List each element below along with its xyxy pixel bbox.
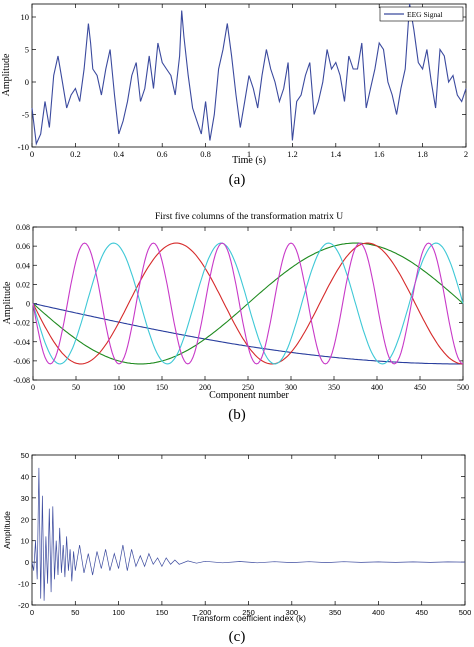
series-line-4 bbox=[32, 242, 464, 365]
x-tick-label: 500 bbox=[459, 608, 472, 617]
x-tick-label: 2 bbox=[464, 149, 468, 159]
panel-c-caption: (c) bbox=[229, 629, 246, 645]
x-tick-label: 350 bbox=[329, 608, 342, 617]
series-line-5 bbox=[32, 242, 464, 365]
panel-a-legend: EEG Signal bbox=[379, 6, 464, 22]
y-tick-label: 40 bbox=[21, 472, 29, 481]
x-tick-label: 450 bbox=[415, 608, 428, 617]
x-tick-label: 100 bbox=[112, 608, 125, 617]
panel-a-y-label: Amplitude bbox=[1, 53, 12, 96]
panel-a-series bbox=[31, 3, 467, 146]
panel-c-x-label: Transform coefficient index (k) bbox=[192, 613, 306, 623]
panel-b-caption: (b) bbox=[228, 407, 246, 423]
x-tick-label: 1.2 bbox=[287, 149, 298, 159]
x-tick-label: 200 bbox=[199, 608, 212, 617]
y-tick-label: 0.02 bbox=[16, 280, 30, 289]
y-tick-label: -10 bbox=[18, 580, 29, 589]
panel-a-eeg-signal: -10 -5 0 5 10 0 0.2 0.4 0.6 0.8 1 1.2 1.4 1.6 1.8 2 EE… bbox=[1, 3, 468, 188]
y-tick-label: 0 bbox=[26, 300, 30, 309]
y-tick-label: -20 bbox=[18, 601, 29, 610]
x-tick-label: 300 bbox=[285, 383, 297, 392]
panel-c-y-label: Amplitude bbox=[2, 511, 12, 549]
panel-c-series bbox=[31, 467, 466, 601]
y-tick-label: -0.04 bbox=[13, 338, 30, 347]
panel-c-y-ticks: -20 -10 0 10 20 30 40 50 bbox=[18, 451, 465, 610]
x-tick-label: 500 bbox=[457, 383, 469, 392]
panel-c-plot-frame bbox=[31, 454, 466, 606]
y-tick-label: 30 bbox=[21, 494, 29, 503]
y-tick-label: 0 bbox=[25, 558, 29, 567]
panel-a-x-label: Time (s) bbox=[232, 155, 266, 166]
x-tick-label: 50 bbox=[71, 608, 79, 617]
x-tick-label: 50 bbox=[72, 383, 80, 392]
panel-b-y-ticks: -0.08 -0.06 -0.04 -0.02 0 0.02 0.04 0.06 0.08 bbox=[13, 223, 463, 385]
x-tick-label: 400 bbox=[372, 608, 385, 617]
y-tick-label: 0.08 bbox=[16, 223, 30, 232]
x-tick-label: 0.4 bbox=[113, 149, 124, 159]
y-tick-label: -0.02 bbox=[13, 319, 30, 328]
y-tick-label: 0.04 bbox=[16, 261, 30, 270]
legend-box bbox=[379, 6, 464, 22]
y-tick-label: -5 bbox=[22, 110, 29, 120]
x-tick-label: 150 bbox=[156, 383, 168, 392]
y-tick-label: -0.06 bbox=[13, 357, 30, 366]
panel-b-transformation-matrix: First five columns of the transformation… bbox=[2, 211, 469, 423]
panel-c-x-ticks: 0 50 100 150 200 250 300 350 400 450 500 bbox=[30, 455, 471, 617]
y-tick-label: 5 bbox=[25, 45, 29, 55]
x-tick-label: 1 bbox=[247, 149, 251, 159]
x-tick-label: 250 bbox=[242, 383, 254, 392]
x-tick-label: 0 bbox=[31, 383, 35, 392]
x-tick-label: 0.8 bbox=[200, 149, 211, 159]
y-tick-label: 20 bbox=[21, 515, 29, 524]
x-tick-label: 0 bbox=[30, 149, 34, 159]
y-tick-label: 50 bbox=[21, 451, 29, 460]
y-tick-label: -0.08 bbox=[13, 376, 30, 385]
x-tick-label: 1.8 bbox=[417, 149, 428, 159]
series-line-1 bbox=[31, 467, 466, 601]
panel-c-transform-coefficients: -20 -10 0 10 20 30 40 50 0 50 100 150 200 250 300 350 4… bbox=[2, 451, 471, 645]
y-tick-label: 10 bbox=[21, 12, 30, 22]
panel-b-title: First five columns of the transformation… bbox=[155, 211, 343, 222]
legend-label-eeg-signal: EEG Signal bbox=[407, 10, 443, 19]
panel-a-x-ticks: 0 0.2 0.4 0.6 0.8 1 1.2 1.4 1.6 1.8 2 bbox=[30, 4, 468, 159]
panel-b-y-label: Amplitude bbox=[2, 281, 13, 324]
x-tick-label: 250 bbox=[242, 608, 255, 617]
x-tick-label: 1.6 bbox=[374, 149, 385, 159]
x-tick-label: 150 bbox=[156, 608, 169, 617]
x-tick-label: 0.2 bbox=[70, 149, 81, 159]
series-line-eeg-signal bbox=[31, 3, 467, 146]
x-tick-label: 100 bbox=[113, 383, 125, 392]
y-tick-label: 10 bbox=[21, 537, 29, 546]
x-tick-label: 1.4 bbox=[330, 149, 341, 159]
x-tick-label: 350 bbox=[328, 383, 340, 392]
x-tick-label: 300 bbox=[286, 608, 299, 617]
x-tick-label: 450 bbox=[414, 383, 426, 392]
x-tick-label: 0.6 bbox=[157, 149, 168, 159]
panel-b-x-ticks: 0 50 100 150 200 250 300 350 400 450 500 bbox=[31, 227, 469, 392]
panel-a-y-ticks: -10 -5 0 5 10 bbox=[18, 12, 466, 152]
y-tick-label: 0 bbox=[25, 77, 29, 87]
panel-a-caption: (a) bbox=[229, 172, 246, 188]
x-tick-label: 200 bbox=[199, 383, 211, 392]
x-tick-label: 0 bbox=[30, 608, 34, 617]
x-tick-label: 400 bbox=[371, 383, 383, 392]
y-tick-label: 0.06 bbox=[16, 242, 30, 251]
panel-b-x-label: Component number bbox=[209, 390, 289, 401]
y-tick-label: -10 bbox=[18, 142, 29, 152]
panel-b-series bbox=[32, 242, 464, 365]
